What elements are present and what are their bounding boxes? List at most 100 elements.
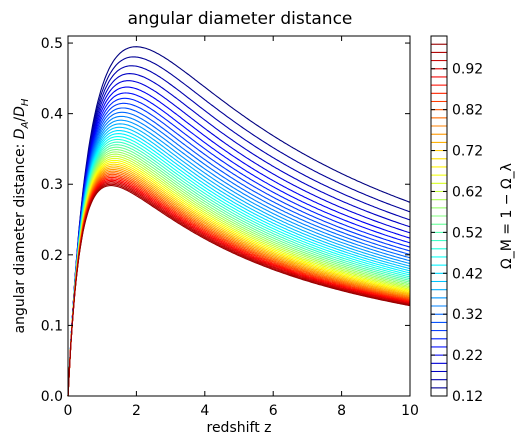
colorbar-band bbox=[430, 150, 448, 160]
colorbar-band bbox=[430, 174, 448, 184]
colorbar-band bbox=[430, 387, 448, 397]
series-line-26 bbox=[67, 157, 411, 397]
colorbar-band bbox=[430, 125, 448, 135]
x-tick-label: 2 bbox=[132, 403, 141, 419]
colorbar-tick-label: 0.32 bbox=[452, 307, 483, 323]
colorbar-band bbox=[430, 305, 448, 315]
colorbar-band bbox=[430, 346, 448, 356]
colorbar-tick-label: 0.62 bbox=[452, 184, 483, 200]
series-line-29 bbox=[67, 163, 411, 397]
series-line-27 bbox=[67, 159, 411, 397]
series-line-30 bbox=[67, 165, 411, 397]
y-axis-label-math-sub: A bbox=[20, 121, 31, 129]
colorbar-band bbox=[430, 272, 448, 282]
x-axis-ticks: 0 2 4 6 8 10 bbox=[64, 36, 419, 419]
x-axis-label: redshift z bbox=[207, 420, 272, 436]
colorbar-tick-label: 0.82 bbox=[452, 103, 483, 119]
series-line-42 bbox=[67, 183, 411, 397]
y-tick-label: 0.5 bbox=[41, 36, 63, 52]
series-line-7 bbox=[67, 97, 411, 397]
y-axis-label-math-d: D bbox=[12, 106, 28, 117]
colorbar-ticks: 0.12 0.22 0.32 0.42 0.52 0.62 0.72 0.82 0.92 bbox=[431, 62, 483, 405]
colorbar-band bbox=[430, 76, 448, 86]
colorbar-band bbox=[430, 35, 448, 45]
series-line-10 bbox=[67, 111, 411, 397]
colorbar bbox=[430, 35, 448, 397]
x-tick-label: 8 bbox=[337, 403, 346, 419]
series-line-16 bbox=[67, 133, 411, 397]
colorbar-tick-label: 0.52 bbox=[452, 225, 483, 241]
colorbar-band bbox=[430, 313, 448, 323]
colorbar-band bbox=[430, 199, 448, 209]
series-line-20 bbox=[67, 144, 411, 397]
series-line-12 bbox=[67, 119, 411, 397]
colorbar-band bbox=[430, 182, 448, 192]
colorbar-band bbox=[430, 51, 448, 62]
colorbar-band bbox=[430, 190, 448, 201]
colorbar-band bbox=[430, 141, 448, 152]
series-line-35 bbox=[67, 173, 411, 397]
series-line-13 bbox=[67, 123, 411, 397]
colorbar-band bbox=[430, 207, 448, 217]
series-line-0 bbox=[67, 46, 411, 397]
colorbar-band bbox=[430, 362, 448, 372]
colorbar-band bbox=[430, 60, 448, 70]
y-axis-label-math: D bbox=[12, 128, 28, 139]
series-line-14 bbox=[67, 126, 411, 397]
series-line-33 bbox=[67, 170, 411, 397]
series-line-19 bbox=[67, 141, 411, 397]
series-line-43 bbox=[67, 185, 411, 397]
y-axis-label-math-slash: / bbox=[12, 117, 28, 122]
colorbar-band bbox=[430, 133, 448, 143]
colorbar-tick-label: 0.92 bbox=[452, 62, 483, 78]
colorbar-band bbox=[430, 223, 448, 233]
y-tick-label: 0.1 bbox=[41, 318, 63, 334]
colorbar-frame bbox=[430, 35, 448, 397]
colorbar-tick-label: 0.12 bbox=[452, 389, 483, 405]
colorbar-band bbox=[430, 256, 448, 266]
x-tick-label: 0 bbox=[64, 403, 73, 419]
colorbar-band bbox=[430, 379, 448, 389]
colorbar-band bbox=[430, 248, 448, 258]
series-line-17 bbox=[67, 136, 411, 397]
colorbar-band bbox=[430, 321, 448, 332]
colorbar-band bbox=[430, 166, 448, 176]
colorbar-tick-label: 0.42 bbox=[452, 266, 483, 282]
series-line-18 bbox=[67, 138, 411, 397]
colorbar-band bbox=[430, 330, 448, 340]
colorbar-band bbox=[430, 231, 448, 242]
colorbar-band bbox=[430, 370, 448, 381]
series-line-34 bbox=[67, 172, 411, 397]
colorbar-band bbox=[430, 92, 448, 102]
colorbar-band bbox=[430, 289, 448, 299]
series-layer bbox=[67, 46, 411, 397]
series-line-15 bbox=[67, 129, 411, 397]
series-line-6 bbox=[67, 92, 411, 397]
series-line-2 bbox=[67, 65, 411, 397]
colorbar-tick-label: 0.22 bbox=[452, 348, 483, 364]
colorbar-band bbox=[430, 280, 448, 291]
y-tick-label: 0.4 bbox=[41, 107, 63, 123]
colorbar-band bbox=[430, 158, 448, 168]
series-line-40 bbox=[67, 181, 411, 397]
y-axis-label-math-sub-h: H bbox=[20, 98, 31, 106]
y-tick-label: 0.2 bbox=[41, 248, 63, 264]
series-line-5 bbox=[67, 86, 411, 397]
chart-title: angular diameter distance bbox=[128, 9, 353, 29]
y-tick-label: 0.0 bbox=[41, 389, 63, 405]
colorbar-band bbox=[430, 264, 448, 274]
colorbar-band bbox=[430, 240, 448, 250]
colorbar-band bbox=[430, 68, 448, 78]
series-line-1 bbox=[67, 56, 411, 397]
series-line-31 bbox=[67, 167, 411, 397]
y-axis-label-prefix: angular diameter distance: bbox=[12, 139, 28, 333]
series-line-23 bbox=[67, 151, 411, 397]
colorbar-label: Ω_M = 1 − Ω_λ bbox=[499, 163, 515, 269]
series-line-9 bbox=[67, 107, 411, 397]
series-line-41 bbox=[67, 182, 411, 397]
series-line-22 bbox=[67, 149, 411, 397]
colorbar-band bbox=[430, 84, 448, 94]
plot-frame bbox=[67, 35, 411, 397]
y-axis-ticks: 0.0 0.1 0.2 0.3 0.4 0.5 bbox=[41, 36, 410, 405]
